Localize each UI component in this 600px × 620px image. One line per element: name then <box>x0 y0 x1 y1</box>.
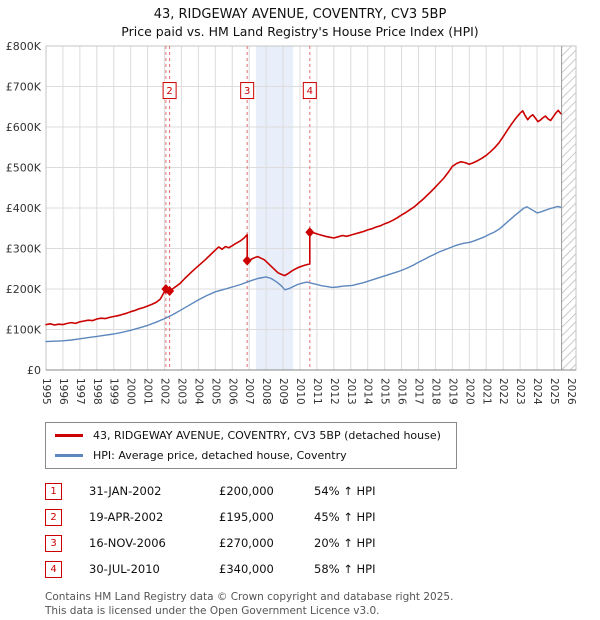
svg-text:2017: 2017 <box>413 378 425 405</box>
svg-text:2020: 2020 <box>463 378 475 405</box>
sale-row: 1 31-JAN-2002 £200,000 54% ↑ HPI <box>45 478 600 504</box>
sale-label-box <box>302 82 317 100</box>
property-price-line <box>45 109 562 326</box>
property-line-swatch <box>55 434 83 438</box>
svg-text:2023: 2023 <box>514 378 526 405</box>
gridlines <box>45 45 576 371</box>
sale-price: £340,000 <box>219 562 274 577</box>
svg-text:1999: 1999 <box>108 378 120 405</box>
svg-text:2004: 2004 <box>192 378 204 405</box>
sale-row: 2 19-APR-2002 £195,000 45% ↑ HPI <box>45 504 600 530</box>
hpi-line-swatch <box>55 454 83 458</box>
y-axis-labels: £0 £100K £200K £300K £400K £500K £600K £700K £80… <box>6 40 42 377</box>
sale-number-badge: 2 <box>45 508 62 526</box>
sale-marker <box>165 286 175 297</box>
footer-line-2: This data is licensed under the Open Gov… <box>45 605 380 618</box>
svg-text:£0: £0 <box>27 364 41 377</box>
svg-text:2025: 2025 <box>548 378 560 405</box>
sale-price: £270,000 <box>219 536 274 551</box>
sale-hpi-delta: 58% ↑ HPI <box>314 562 376 577</box>
svg-text:2010: 2010 <box>294 378 306 405</box>
svg-text:2026: 2026 <box>565 378 577 405</box>
svg-text:1996: 1996 <box>57 378 69 405</box>
svg-text:2012: 2012 <box>328 378 340 405</box>
page-subtitle: Price paid vs. HM Land Registry's House … <box>121 23 479 39</box>
sale-number-badge: 1 <box>45 482 62 500</box>
sale-marker <box>305 227 315 238</box>
legend-property-label: 43, RIDGEWAY AVENUE, COVENTRY, CV3 5BP (… <box>93 429 441 443</box>
legend-item-hpi: HPI: Average price, detached house, Cove… <box>55 449 447 462</box>
svg-text:2007: 2007 <box>243 378 255 405</box>
svg-text:2013: 2013 <box>345 378 357 405</box>
svg-text:2016: 2016 <box>396 378 408 405</box>
license-footer: Contains HM Land Registry data © Crown c… <box>45 590 600 618</box>
svg-text:2003: 2003 <box>175 378 187 405</box>
svg-text:1995: 1995 <box>40 378 52 405</box>
svg-text:2009: 2009 <box>277 378 289 405</box>
chart-legend: 43, RIDGEWAY AVENUE, COVENTRY, CV3 5BP (… <box>45 422 457 470</box>
svg-text:2006: 2006 <box>226 378 238 405</box>
sale-label-number: 3 <box>244 86 250 97</box>
sale-label-number: 4 <box>307 86 313 97</box>
legend-hpi-label: HPI: Average price, detached house, Cove… <box>93 449 347 463</box>
svg-text:1998: 1998 <box>91 378 103 405</box>
sale-label-number: 2 <box>166 86 172 97</box>
sale-hpi-delta: 45% ↑ HPI <box>314 510 376 525</box>
page-title: 43, RIDGEWAY AVENUE, COVENTRY, CV3 5BP <box>153 7 447 22</box>
svg-text:2008: 2008 <box>260 378 272 405</box>
svg-text:£200K: £200K <box>6 283 42 296</box>
svg-text:£600K: £600K <box>6 121 42 134</box>
sale-hpi-delta: 54% ↑ HPI <box>314 484 376 499</box>
svg-text:£300K: £300K <box>6 243 42 256</box>
svg-text:2015: 2015 <box>379 378 391 405</box>
price-chart: 2 3 4 £0 £100K £200K £300K £400K £500K £600K £700K… <box>6 40 577 405</box>
sales-table: 1 31-JAN-2002 £200,000 54% ↑ HPI 2 19-AP… <box>45 478 600 582</box>
svg-text:2018: 2018 <box>429 378 441 405</box>
svg-text:2019: 2019 <box>446 378 458 405</box>
svg-text:2022: 2022 <box>497 378 509 405</box>
sale-date: 30-JUL-2010 <box>89 562 160 577</box>
sale-price: £195,000 <box>219 510 274 525</box>
svg-text:2024: 2024 <box>531 378 543 405</box>
sale-hpi-delta: 20% ↑ HPI <box>314 536 376 551</box>
legend-item-property: 43, RIDGEWAY AVENUE, COVENTRY, CV3 5BP (… <box>55 429 447 442</box>
sale-marker <box>242 255 252 266</box>
svg-text:2014: 2014 <box>362 378 374 405</box>
svg-text:£400K: £400K <box>6 202 42 215</box>
hpi-line <box>45 205 562 343</box>
sale-label-box <box>240 82 255 100</box>
svg-text:2002: 2002 <box>159 378 171 405</box>
svg-text:£100K: £100K <box>6 324 42 337</box>
sale-price: £200,000 <box>219 484 274 499</box>
svg-text:2005: 2005 <box>209 378 221 405</box>
sale-row: 4 30-JUL-2010 £340,000 58% ↑ HPI <box>45 556 600 582</box>
svg-text:1997: 1997 <box>74 378 86 405</box>
chart-header: 43, RIDGEWAY AVENUE, COVENTRY, CV3 5BP P… <box>0 0 600 40</box>
sale-date: 16-NOV-2006 <box>89 536 166 551</box>
sale-number-badge: 4 <box>45 560 62 578</box>
future-hatch-region <box>561 46 576 371</box>
sale-date: 19-APR-2002 <box>89 510 164 525</box>
svg-text:2011: 2011 <box>311 378 323 405</box>
sale-row: 3 16-NOV-2006 £270,000 20% ↑ HPI <box>45 530 600 556</box>
x-axis-labels: 1995 1996 1997 1998 1999 2000 2001 2002 2003 2004… <box>40 378 577 405</box>
svg-text:2021: 2021 <box>480 378 492 405</box>
svg-text:2001: 2001 <box>142 378 154 405</box>
svg-text:£500K: £500K <box>6 162 42 175</box>
sale-number-badge: 3 <box>45 534 62 552</box>
svg-text:£800K: £800K <box>6 40 42 53</box>
svg-text:2000: 2000 <box>125 378 137 405</box>
footer-line-1: Contains HM Land Registry data © Crown c… <box>45 591 454 604</box>
sale-label-box <box>162 82 177 100</box>
sale-date: 31-JAN-2002 <box>89 484 162 499</box>
svg-text:£700K: £700K <box>6 81 42 94</box>
